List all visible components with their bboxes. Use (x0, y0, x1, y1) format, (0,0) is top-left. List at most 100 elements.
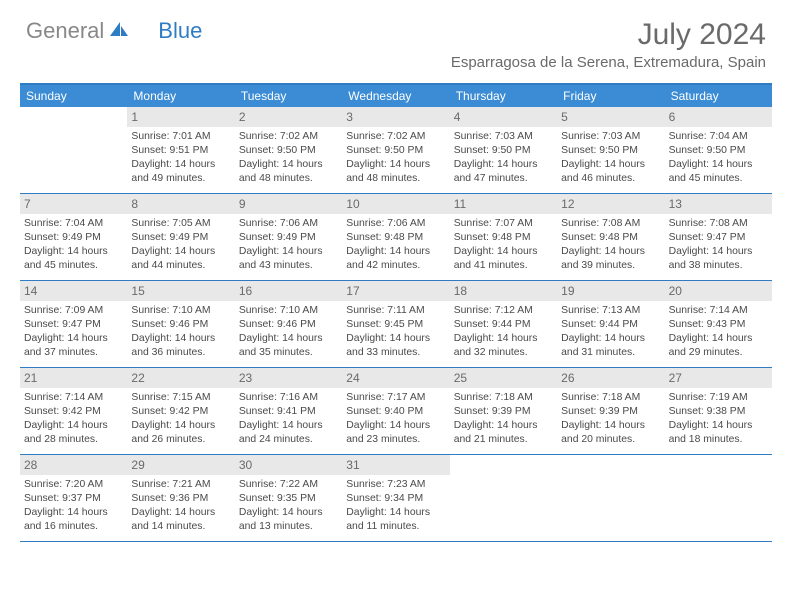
day-number: 9 (235, 194, 342, 214)
sunset-text: Sunset: 9:43 PM (669, 318, 768, 332)
sunset-text: Sunset: 9:42 PM (24, 405, 123, 419)
sunrise-text: Sunrise: 7:18 AM (454, 391, 553, 405)
location: Esparragosa de la Serena, Extremadura, S… (451, 54, 766, 71)
day-number: 24 (342, 368, 449, 388)
day-number: 18 (450, 281, 557, 301)
day-cell: 7Sunrise: 7:04 AMSunset: 9:49 PMDaylight… (20, 194, 127, 280)
sunrise-text: Sunrise: 7:03 AM (561, 130, 660, 144)
daylight-text: Daylight: 14 hours and 24 minutes. (239, 419, 338, 447)
sunrise-text: Sunrise: 7:10 AM (131, 304, 230, 318)
sunset-text: Sunset: 9:36 PM (131, 492, 230, 506)
day-number: 30 (235, 455, 342, 475)
day-header-wednesday: Wednesday (342, 85, 449, 107)
title-block: July 2024 Esparragosa de la Serena, Extr… (451, 18, 766, 71)
day-number: 3 (342, 107, 449, 127)
sunset-text: Sunset: 9:49 PM (239, 231, 338, 245)
day-cell: 27Sunrise: 7:19 AMSunset: 9:38 PMDayligh… (665, 368, 772, 454)
day-cell: 30Sunrise: 7:22 AMSunset: 9:35 PMDayligh… (235, 455, 342, 541)
day-number: 15 (127, 281, 234, 301)
day-number: 13 (665, 194, 772, 214)
day-header-row: SundayMondayTuesdayWednesdayThursdayFrid… (20, 85, 772, 107)
day-cell: 22 Sunrise: 7:15 AMSunset: 9:42 PMDayligh… (127, 368, 234, 454)
daylight-text: Daylight: 14 hours and 18 minutes. (669, 419, 768, 447)
day-number: 11 (450, 194, 557, 214)
day-cell (20, 107, 127, 193)
day-cell (557, 455, 664, 541)
sunrise-text: Sunrise: 7:10 AM (239, 304, 338, 318)
sunrise-text: Sunrise: 7:08 AM (561, 217, 660, 231)
day-cell: 8Sunrise: 7:05 AMSunset: 9:49 PMDaylight… (127, 194, 234, 280)
day-cell: 12Sunrise: 7:08 AMSunset: 9:48 PMDayligh… (557, 194, 664, 280)
daylight-text: Daylight: 14 hours and 42 minutes. (346, 245, 445, 273)
sunrise-text: Sunrise: 7:23 AM (346, 478, 445, 492)
daylight-text: Daylight: 14 hours and 28 minutes. (24, 419, 123, 447)
day-cell: 14Sunrise: 7:09 AMSunset: 9:47 PMDayligh… (20, 281, 127, 367)
day-number: 22 (127, 368, 234, 388)
day-cell: 20Sunrise: 7:14 AMSunset: 9:43 PMDayligh… (665, 281, 772, 367)
sunset-text: Sunset: 9:47 PM (669, 231, 768, 245)
sunrise-text: Sunrise: 7:12 AM (454, 304, 553, 318)
day-number: 20 (665, 281, 772, 301)
sunset-text: Sunset: 9:50 PM (346, 144, 445, 158)
sunrise-text: Sunrise: 7:07 AM (454, 217, 553, 231)
day-cell: 26Sunrise: 7:18 AMSunset: 9:39 PMDayligh… (557, 368, 664, 454)
week-row: 28Sunrise: 7:20 AMSunset: 9:37 PMDayligh… (20, 455, 772, 542)
day-cell: 31Sunrise: 7:23 AMSunset: 9:34 PMDayligh… (342, 455, 449, 541)
month-title: July 2024 (451, 18, 766, 52)
sunset-text: Sunset: 9:35 PM (239, 492, 338, 506)
day-header-monday: Monday (127, 85, 234, 107)
daylight-text: Daylight: 14 hours and 48 minutes. (346, 158, 445, 186)
week-row: 21Sunrise: 7:14 AMSunset: 9:42 PMDayligh… (20, 368, 772, 455)
day-cell: 1Sunrise: 7:01 AMSunset: 9:51 PMDaylight… (127, 107, 234, 193)
sunset-text: Sunset: 9:34 PM (346, 492, 445, 506)
day-number: 26 (557, 368, 664, 388)
logo-text-2: Blue (158, 18, 202, 44)
day-header-saturday: Saturday (665, 85, 772, 107)
day-cell: 24Sunrise: 7:17 AMSunset: 9:40 PMDayligh… (342, 368, 449, 454)
day-number: 8 (127, 194, 234, 214)
sunset-text: Sunset: 9:45 PM (346, 318, 445, 332)
logo-sail-icon (108, 18, 130, 44)
sunset-text: Sunset: 9:48 PM (346, 231, 445, 245)
day-number: 28 (20, 455, 127, 475)
day-number: 31 (342, 455, 449, 475)
daylight-text: Daylight: 14 hours and 43 minutes. (239, 245, 338, 273)
sunset-text: Sunset: 9:38 PM (669, 405, 768, 419)
day-cell: 5Sunrise: 7:03 AMSunset: 9:50 PMDaylight… (557, 107, 664, 193)
day-cell: 17Sunrise: 7:11 AMSunset: 9:45 PMDayligh… (342, 281, 449, 367)
daylight-text: Daylight: 14 hours and 45 minutes. (24, 245, 123, 273)
logo-text-1: General (26, 18, 104, 44)
sunrise-text: Sunrise: 7:21 AM (131, 478, 230, 492)
sunset-text: Sunset: 9:42 PM (131, 405, 230, 419)
sunrise-text: Sunrise: 7:04 AM (669, 130, 768, 144)
daylight-text: Daylight: 14 hours and 31 minutes. (561, 332, 660, 360)
sunset-text: Sunset: 9:39 PM (454, 405, 553, 419)
sunrise-text: Sunrise: 7:02 AM (239, 130, 338, 144)
daylight-text: Daylight: 14 hours and 20 minutes. (561, 419, 660, 447)
day-number: 21 (20, 368, 127, 388)
day-number: 23 (235, 368, 342, 388)
daylight-text: Daylight: 14 hours and 45 minutes. (669, 158, 768, 186)
sunset-text: Sunset: 9:48 PM (454, 231, 553, 245)
sunrise-text: Sunrise: 7:15 AM (131, 391, 230, 405)
day-number: 2 (235, 107, 342, 127)
day-header-tuesday: Tuesday (235, 85, 342, 107)
sunrise-text: Sunrise: 7:17 AM (346, 391, 445, 405)
sunset-text: Sunset: 9:47 PM (24, 318, 123, 332)
day-number: 1 (127, 107, 234, 127)
day-cell: 9 Sunrise: 7:06 AMSunset: 9:49 PMDaylight… (235, 194, 342, 280)
week-row: 14Sunrise: 7:09 AMSunset: 9:47 PMDayligh… (20, 281, 772, 368)
sunrise-text: Sunrise: 7:06 AM (239, 217, 338, 231)
day-cell: 4Sunrise: 7:03 AMSunset: 9:50 PMDaylight… (450, 107, 557, 193)
day-number: 12 (557, 194, 664, 214)
day-number: 16 (235, 281, 342, 301)
sunrise-text: Sunrise: 7:08 AM (669, 217, 768, 231)
daylight-text: Daylight: 14 hours and 26 minutes. (131, 419, 230, 447)
day-cell: 19Sunrise: 7:13 AMSunset: 9:44 PMDayligh… (557, 281, 664, 367)
daylight-text: Daylight: 14 hours and 49 minutes. (131, 158, 230, 186)
day-cell: 16Sunrise: 7:10 AMSunset: 9:46 PMDayligh… (235, 281, 342, 367)
day-cell: 11Sunrise: 7:07 AMSunset: 9:48 PMDayligh… (450, 194, 557, 280)
daylight-text: Daylight: 14 hours and 47 minutes. (454, 158, 553, 186)
day-cell (665, 455, 772, 541)
day-number: 4 (450, 107, 557, 127)
